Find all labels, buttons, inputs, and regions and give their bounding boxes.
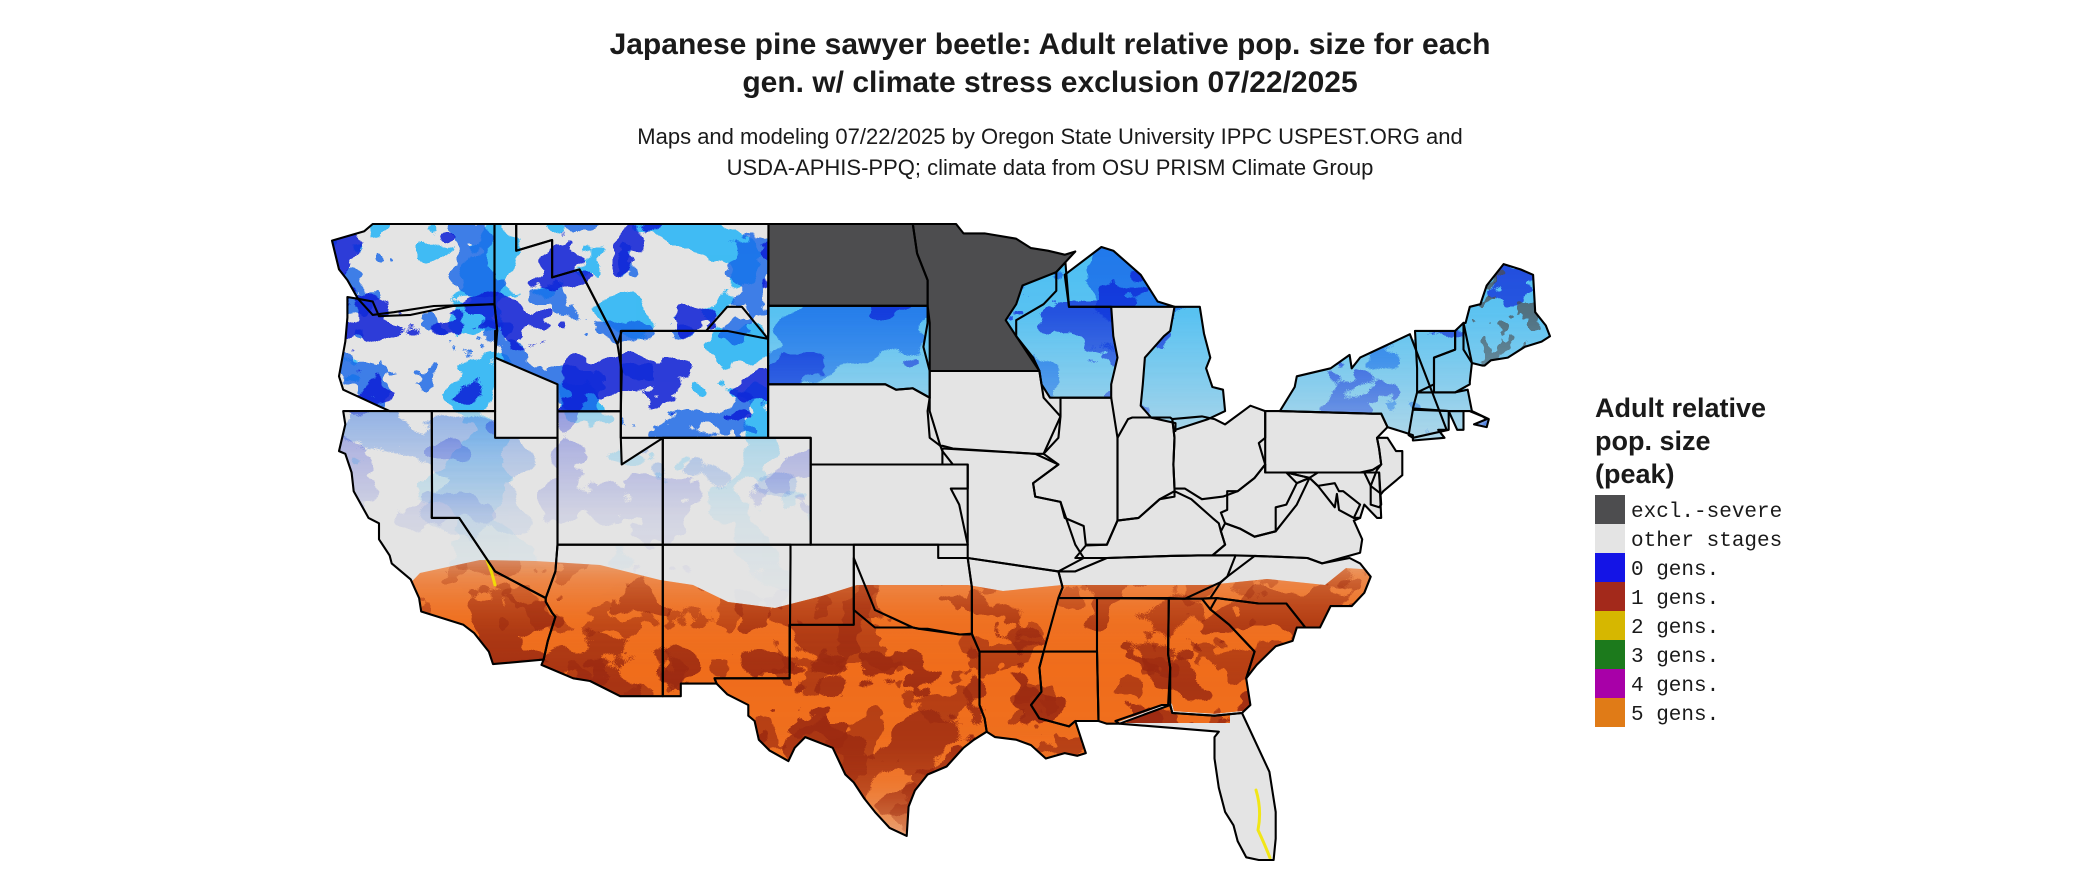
svg-text:other stages: other stages (1631, 530, 1782, 553)
svg-text:3 gens.: 3 gens. (1631, 646, 1719, 669)
svg-text:2 gens.: 2 gens. (1631, 617, 1719, 640)
svg-text:(peak): (peak) (1595, 459, 1675, 489)
svg-text:4 gens.: 4 gens. (1631, 675, 1719, 698)
svg-text:Adult relative: Adult relative (1595, 393, 1766, 423)
svg-text:0 gens.: 0 gens. (1631, 559, 1719, 582)
svg-text:pop. size: pop. size (1595, 426, 1711, 456)
svg-text:excl.-severe: excl.-severe (1631, 501, 1782, 524)
svg-text:1 gens.: 1 gens. (1631, 588, 1719, 611)
svg-text:5 gens.: 5 gens. (1631, 704, 1719, 727)
